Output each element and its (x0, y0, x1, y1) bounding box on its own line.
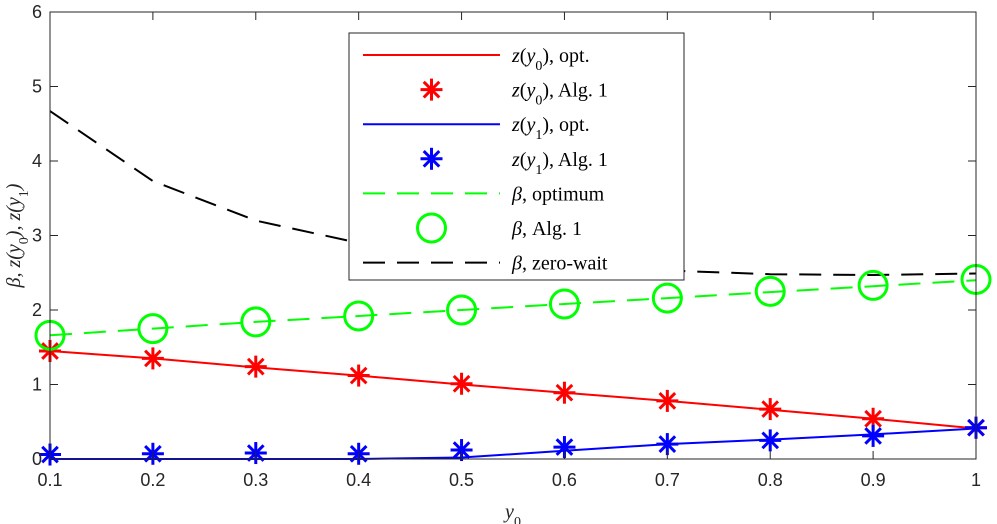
series-5-point (137, 313, 169, 345)
series-1-point (347, 364, 370, 387)
series-5-point (857, 269, 889, 301)
y-tick-label: 2 (32, 300, 42, 320)
legend-label: β, zero-wait (511, 253, 608, 275)
legend: z(y0), opt. z(y0), Alg. 1 z(y1), opt. z(y1)… (348, 32, 685, 281)
series-5-point (240, 306, 272, 338)
y-tick-label: 4 (32, 151, 42, 171)
series-5-point (446, 294, 478, 326)
series-1-point (759, 398, 782, 421)
legend-label: β, Alg. 1 (511, 218, 582, 240)
legend-entry-3: z(y1), Alg. 1 (420, 147, 608, 178)
x-tick-label: 0.1 (37, 470, 62, 490)
legend-circle-swatch (416, 212, 447, 244)
series-1-point (244, 355, 267, 378)
y-tick-label: 1 (32, 375, 42, 395)
x-tick-label: 0.9 (861, 470, 886, 490)
series-1-point (656, 389, 679, 412)
legend-label: z(y0), opt. (511, 45, 590, 74)
y-tick-label: 6 (32, 2, 42, 22)
y-tick-label: 5 (32, 77, 42, 97)
series-1-point (141, 347, 164, 370)
series-4-line (49, 279, 977, 337)
x-tick-label: 1 (971, 470, 981, 490)
series-5-point (754, 275, 786, 307)
series-1-point (553, 381, 576, 404)
legend-asterisk-swatch (420, 78, 443, 101)
legend-box (348, 32, 685, 281)
y-axis-label: β, z(y0), z(y1) (3, 183, 32, 288)
legend-entry-6: β, zero-wait (363, 253, 608, 275)
series-3-point (759, 429, 782, 452)
legend-label: z(y0), Alg. 1 (511, 80, 608, 109)
series-5-point (343, 300, 375, 332)
x-tick-label: 0.8 (758, 470, 783, 490)
legend-entry-0: z(y0), opt. (363, 45, 590, 74)
y-tick-label: 0 (32, 449, 42, 469)
series-1-point (450, 372, 473, 395)
x-tick-label: 0.7 (655, 470, 680, 490)
x-tick-label: 0.3 (243, 470, 268, 490)
legend-label: z(y1), opt. (511, 114, 590, 143)
x-axis-label: y0 (503, 501, 521, 524)
legend-entry-1: z(y0), Alg. 1 (420, 78, 608, 109)
series-5-point (548, 288, 580, 320)
legend-entry-5: β, Alg. 1 (416, 212, 582, 244)
legend-entry-4: β, optimum (363, 183, 605, 205)
x-tick-label: 0.6 (552, 470, 577, 490)
legend-label: z(y1), Alg. 1 (511, 149, 608, 178)
x-tick-label: 0.4 (346, 470, 371, 490)
legend-entry-2: z(y1), opt. (363, 114, 590, 143)
y-tick-label: 3 (32, 226, 42, 246)
series-0-line (49, 350, 977, 430)
x-tick-label: 0.2 (140, 470, 165, 490)
x-tick-label: 0.5 (449, 470, 474, 490)
series-5-point (651, 282, 683, 314)
legend-asterisk-swatch (420, 147, 443, 170)
series-3-point (862, 424, 885, 447)
legend-label: β, optimum (511, 183, 605, 205)
axes-layer: 0.1 0.2 0.3 0.4 0.5 0.6 0.7 0.8 0.9 1 0 1 2 3 4 5 6 β, z(… (3, 2, 981, 490)
